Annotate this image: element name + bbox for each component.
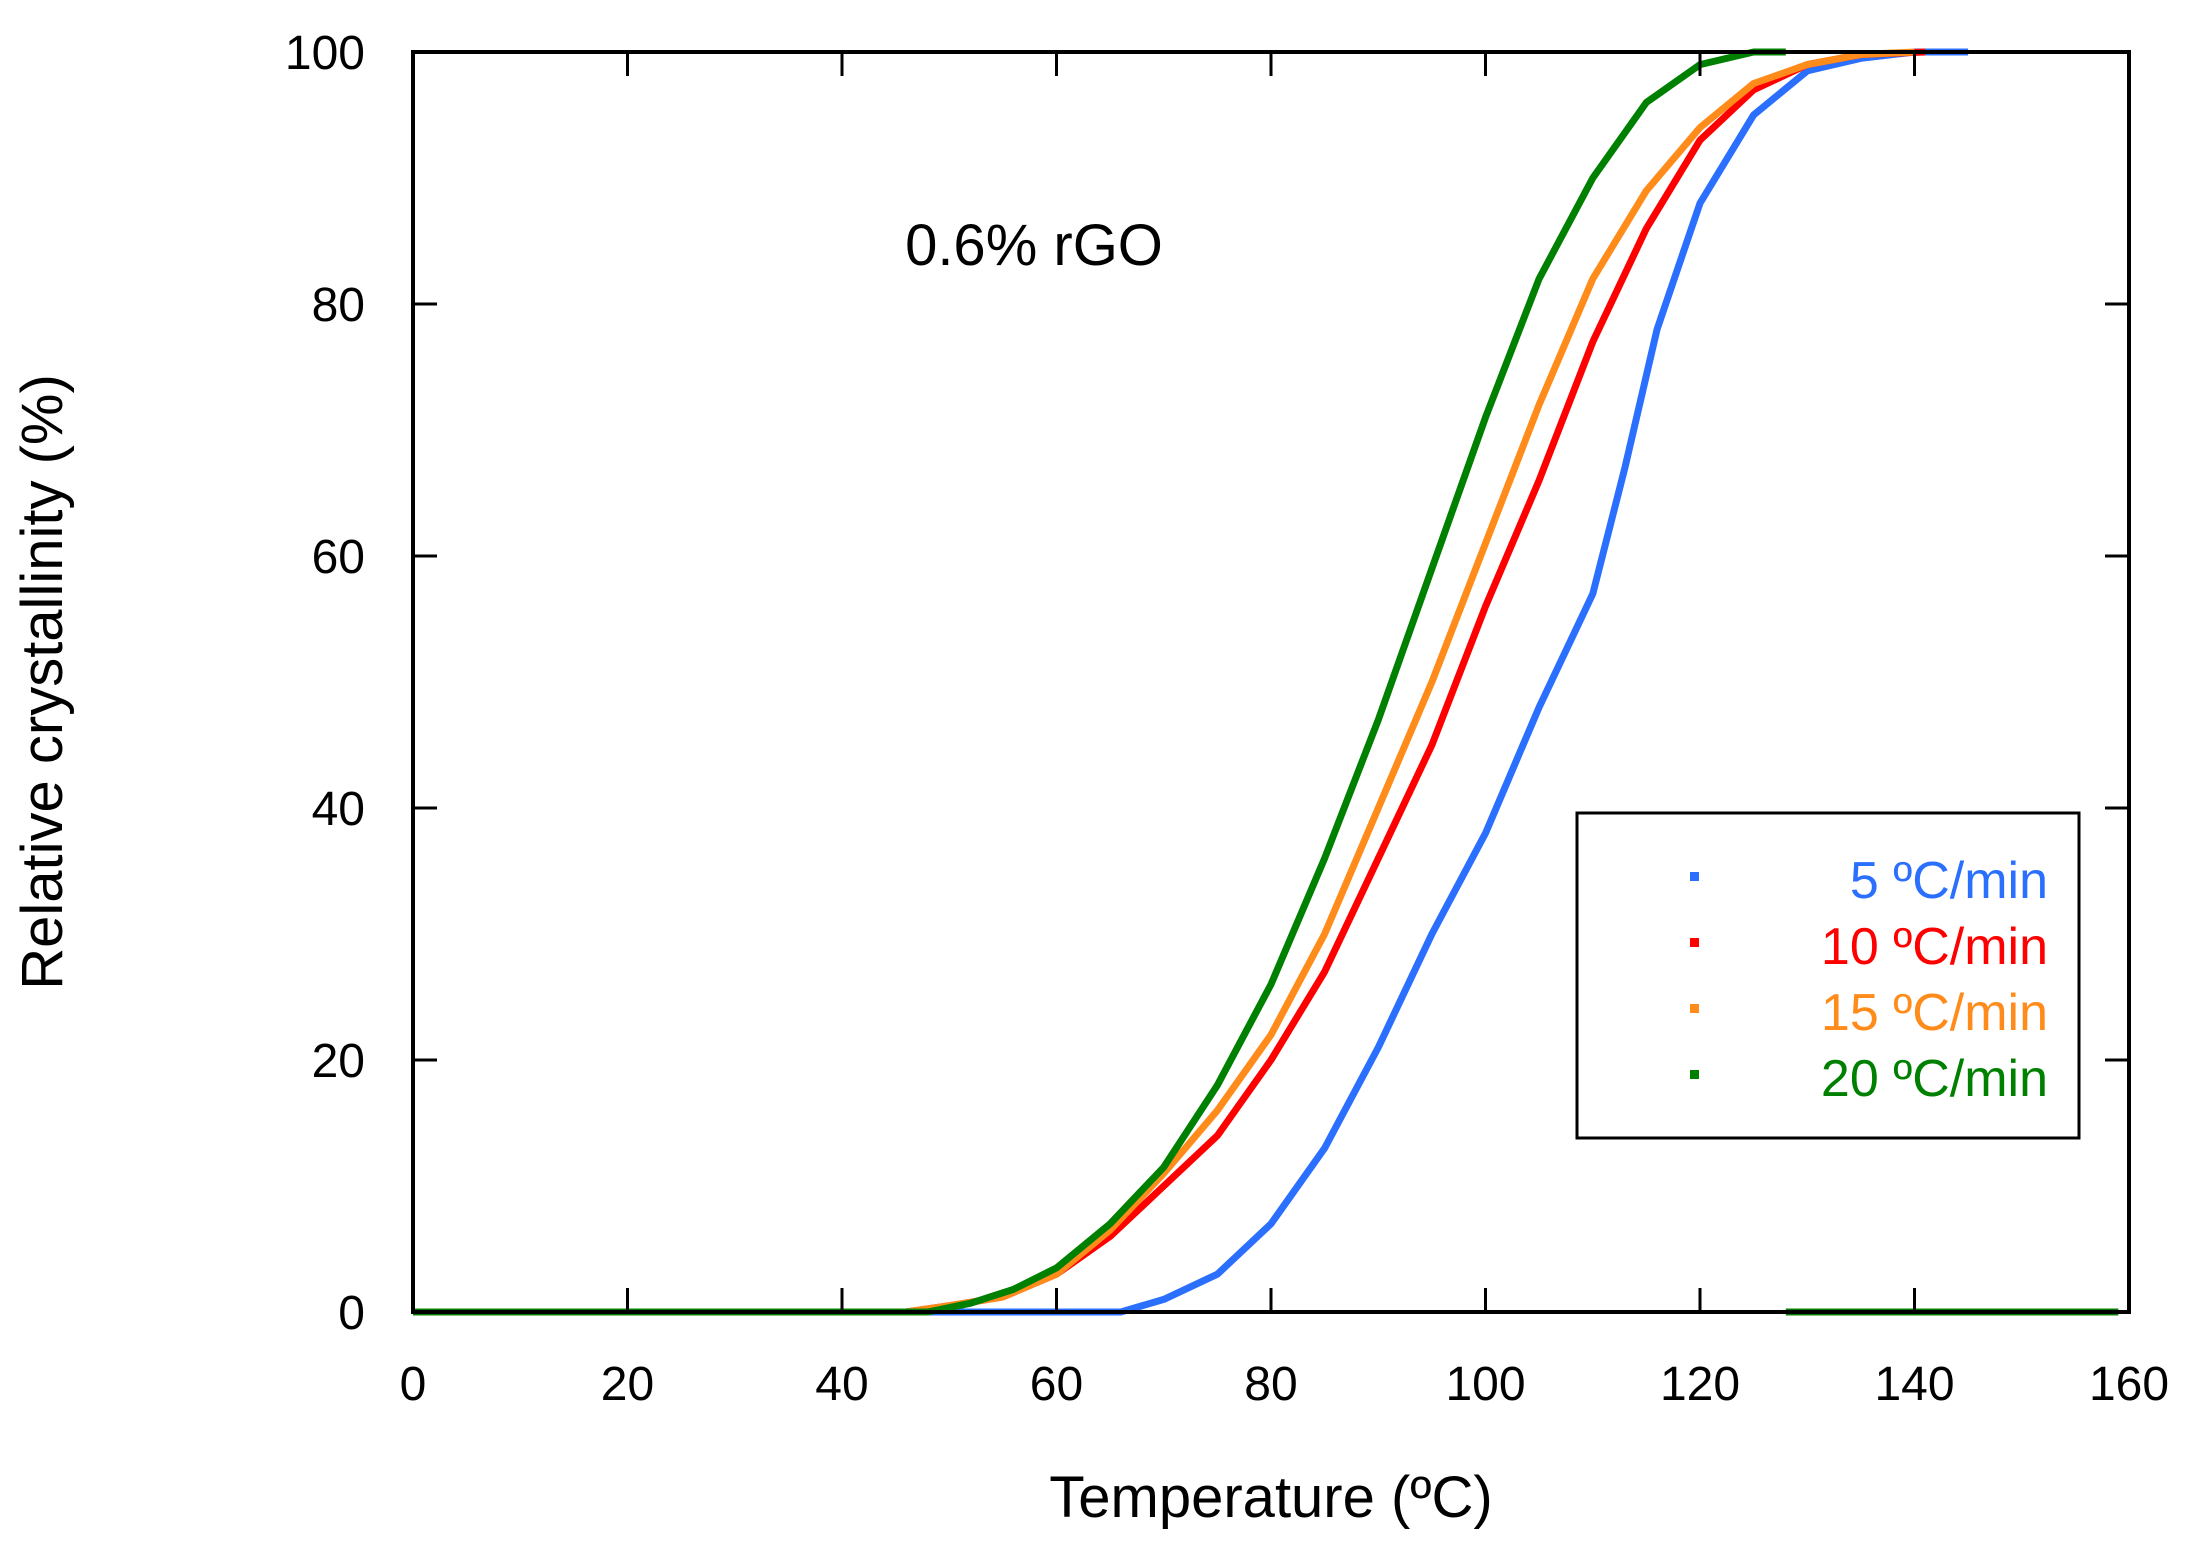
series-layer (413, 48, 2119, 1316)
legend: 5 ºC/min 10 ºC/min 15 ºC/min 20 ºC/min (1575, 811, 2081, 1140)
x-tick-label: 120 (1660, 1358, 1740, 1411)
x-tick-label: 160 (2089, 1358, 2169, 1411)
series-line-1 (413, 48, 1969, 1316)
legend-label-2: 10 ºC/min (1821, 918, 2048, 976)
annotation-label: 0.6% rGO (905, 213, 1163, 278)
y-tick-label: 60 (312, 531, 365, 584)
legend-marker-1 (1690, 872, 1699, 881)
legend-label-1: 5 ºC/min (1850, 852, 2048, 910)
x-tick-label: 80 (1244, 1358, 1297, 1411)
y-tick-label: 40 (312, 783, 365, 836)
tick-layer: 0 20 40 60 80 100 120 140 160 0 20 40 60 80 100 (285, 27, 2169, 1411)
y-axis-title: Relative crystallinity (%) (10, 374, 75, 990)
legend-label-3: 15 ºC/min (1821, 984, 2048, 1042)
y-tick-label: 100 (285, 27, 365, 80)
y-tick-label: 0 (338, 1287, 365, 1340)
legend-marker-4 (1690, 1070, 1699, 1079)
x-tick-label: 60 (1030, 1358, 1083, 1411)
y-tick-label: 20 (312, 1035, 365, 1088)
legend-marker-3 (1690, 1004, 1699, 1013)
x-tick-label: 40 (815, 1358, 868, 1411)
y-tick-label: 80 (312, 279, 365, 332)
series-line-4 (413, 48, 1786, 1316)
x-tick-label: 20 (601, 1358, 654, 1411)
x-tick-label: 0 (400, 1358, 427, 1411)
x-tick-label: 140 (1874, 1358, 1954, 1411)
legend-marker-2 (1690, 938, 1699, 947)
legend-items: 5 ºC/min 10 ºC/min 15 ºC/min 20 ºC/min (1690, 852, 2048, 1108)
x-tick-label: 100 (1445, 1358, 1525, 1411)
legend-box (1575, 811, 2081, 1140)
x-axis-title: Temperature (ºC) (1049, 1465, 1492, 1530)
legend-label-4: 20 ºC/min (1821, 1050, 2048, 1108)
